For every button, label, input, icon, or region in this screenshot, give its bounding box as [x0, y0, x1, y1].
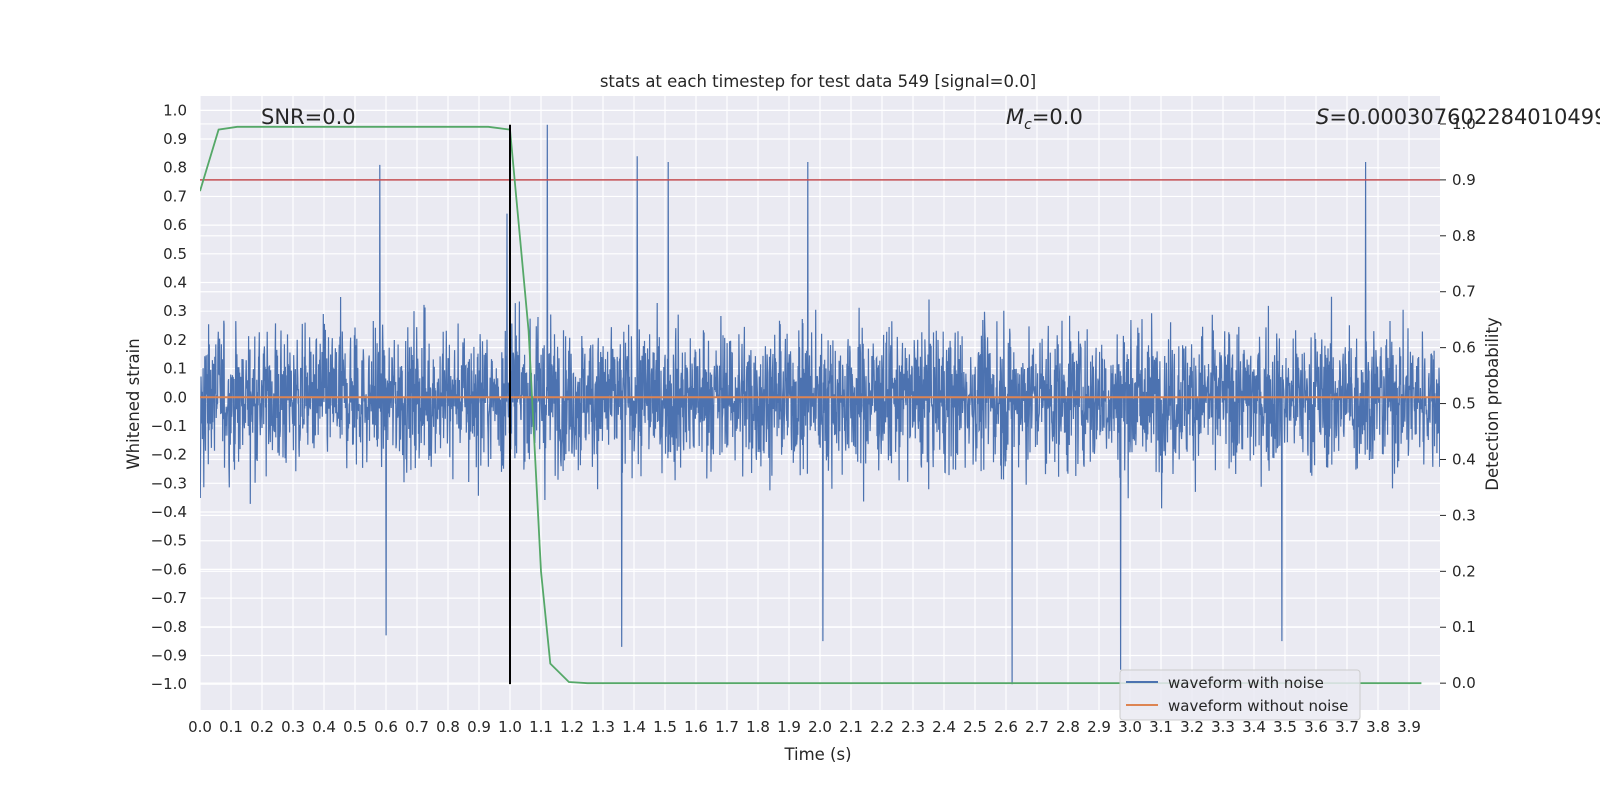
y2-tick-label: 1.0: [1452, 115, 1476, 133]
x-tick-label: 2.3: [901, 718, 925, 736]
x-tick-label: 0.7: [405, 718, 429, 736]
x-tick-label: 2.9: [1087, 718, 1111, 736]
y-tick-label: 0.5: [163, 245, 187, 263]
y-tick-label: 0.3: [163, 302, 187, 320]
y-tick-label: 0.0: [163, 388, 187, 406]
y2-axis-label: Detection probability: [1483, 317, 1502, 491]
series-waveform-with-noise: [200, 124, 1440, 685]
y2-tick-label: 0.4: [1452, 450, 1476, 468]
x-tick-label: 1.7: [715, 718, 739, 736]
series-detection-probability: [200, 125, 1422, 685]
x-tick-label: 3.8: [1366, 718, 1390, 736]
legend-box: [1119, 669, 1361, 721]
s-annotation: S=0.000307602284010499: [1316, 105, 1600, 129]
y2-tick-label: 0.8: [1452, 227, 1476, 245]
x-tick-label: 2.4: [932, 718, 956, 736]
x-tick-label: 1.5: [653, 718, 677, 736]
chart-marks: [200, 124, 1440, 685]
y2-tick-label: 0.3: [1452, 506, 1476, 524]
snr-annotation: SNR=0.0: [261, 105, 356, 129]
chart-title: stats at each timestep for test data 549…: [600, 72, 1036, 91]
x-tick-label: 0.9: [467, 718, 491, 736]
y-tick-label: −0.7: [151, 589, 187, 607]
y-tick-label: 0.9: [163, 130, 187, 148]
x-tick-label: 3.7: [1335, 718, 1359, 736]
x-tick-label: 0.0: [188, 718, 212, 736]
y-tick-label: −0.6: [151, 560, 187, 578]
mc-annotation: Mc=0.0: [1006, 105, 1083, 133]
y2-tick-label: 0.1: [1452, 618, 1476, 636]
legend-label-with-noise: waveform with noise: [1168, 674, 1324, 692]
legend: waveform with noise waveform without noi…: [1119, 669, 1361, 721]
x-tick-label: 0.1: [219, 718, 243, 736]
x-tick-label: 1.9: [777, 718, 801, 736]
x-tick-label: 2.5: [963, 718, 987, 736]
x-tick-label: 2.6: [994, 718, 1018, 736]
y-axis-label: Whitened strain: [124, 338, 143, 469]
x-tick-label: 2.2: [870, 718, 894, 736]
y-tick-label: −0.3: [151, 474, 187, 492]
ticks: 0.0 0.1 0.2 0.3 0.4 0.5 0.6 0.7 0.8 0.9 1.0 1.1 1.2 1…: [151, 101, 1476, 736]
x-tick-label: 0.2: [250, 718, 274, 736]
y-tick-label: 0.8: [163, 159, 187, 177]
s-value: =0.000307602284010499: [1329, 105, 1600, 129]
x-tick-label: 1.2: [560, 718, 584, 736]
y-tick-label: −0.8: [151, 618, 187, 636]
y-tick-label: 0.4: [163, 273, 187, 291]
x-tick-label: 1.0: [498, 718, 522, 736]
y2-tick-label: 0.5: [1452, 395, 1476, 413]
y-tick-label: −0.5: [151, 532, 187, 550]
x-tick-label: 0.6: [374, 718, 398, 736]
x-tick-label: 2.1: [839, 718, 863, 736]
x-tick-label: 3.6: [1304, 718, 1328, 736]
x-tick-label: 3.1: [1149, 718, 1173, 736]
x-tick-label: 0.5: [343, 718, 367, 736]
s-symbol: S: [1316, 105, 1329, 129]
mc-value: =0.0: [1032, 105, 1083, 129]
x-tick-label: 2.0: [808, 718, 832, 736]
y-tick-label: −0.1: [151, 417, 187, 435]
x-tick-label: 1.3: [591, 718, 615, 736]
x-tick-label: 0.4: [312, 718, 336, 736]
y2-tick-label: 0.2: [1452, 562, 1476, 580]
y-tick-label: −0.9: [151, 646, 187, 664]
x-tick-label: 2.7: [1025, 718, 1049, 736]
y-tick-label: −1.0: [151, 675, 187, 693]
x-tick-label: 1.1: [529, 718, 553, 736]
x-tick-label: 3.4: [1242, 718, 1266, 736]
x-tick-label: 3.3: [1211, 718, 1235, 736]
x-tick-label: 3.0: [1118, 718, 1142, 736]
y-tick-label: 0.1: [163, 360, 187, 378]
x-tick-label: 3.5: [1273, 718, 1297, 736]
y-tick-label: −0.4: [151, 503, 187, 521]
x-tick-label: 2.8: [1056, 718, 1080, 736]
y-tick-label: 0.2: [163, 331, 187, 349]
x-tick-label: 1.4: [622, 718, 646, 736]
y-tick-label: 0.7: [163, 187, 187, 205]
x-tick-label: 3.9: [1397, 718, 1421, 736]
y2-tick-label: 0.9: [1452, 171, 1476, 189]
y2-tick-label: 0.7: [1452, 283, 1476, 301]
y2-tick-label: 0.6: [1452, 339, 1476, 357]
y2-tick-label: 0.0: [1452, 674, 1476, 692]
x-tick-label: 0.3: [281, 718, 305, 736]
x-tick-label: 1.6: [684, 718, 708, 736]
y-tick-label: −0.2: [151, 446, 187, 464]
x-tick-label: 1.8: [746, 718, 770, 736]
y-tick-label: 1.0: [163, 101, 187, 119]
x-axis-label: Time (s): [783, 745, 851, 764]
x-tick-label: 0.8: [436, 718, 460, 736]
mc-symbol: M: [1006, 105, 1024, 129]
y-tick-label: 0.6: [163, 216, 187, 234]
mc-subscript: c: [1024, 117, 1032, 133]
x-tick-label: 3.2: [1180, 718, 1204, 736]
legend-label-without-noise: waveform without noise: [1168, 697, 1348, 715]
